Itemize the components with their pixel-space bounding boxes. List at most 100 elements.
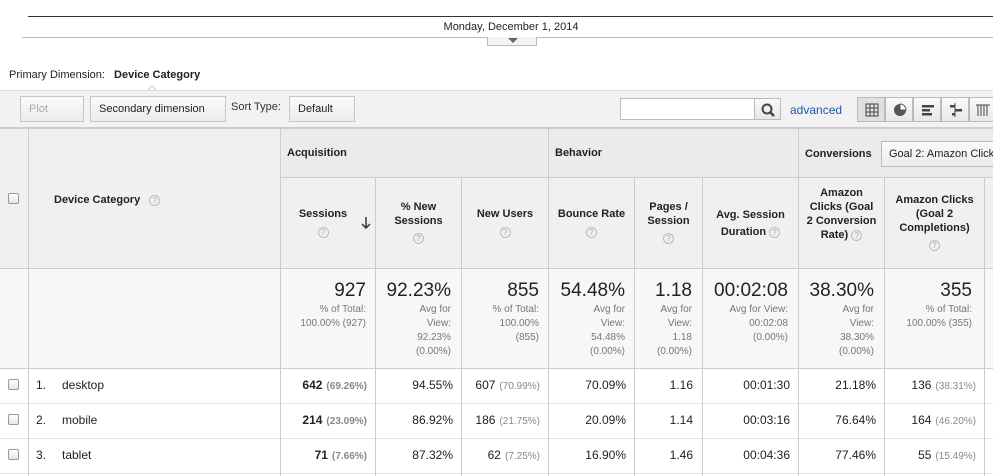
total-conv-rate-sub: Avg for View: 38.30% (0.00%): [799, 303, 874, 359]
cell-value: 164: [911, 413, 932, 427]
help-icon[interactable]: ?: [929, 239, 940, 251]
row-dimension-value[interactable]: mobile: [62, 413, 98, 427]
dimension-header-label: Device Category: [54, 194, 141, 206]
cell-value: 87.32%: [412, 448, 453, 462]
comparison-view-button[interactable]: [941, 97, 969, 122]
col-new-users[interactable]: New Users ?: [462, 207, 548, 239]
row-cell-pages-session: 1.46: [635, 448, 693, 462]
col-conv-rate-label: Amazon Clicks (Goal 2 Conversion Rate): [806, 187, 877, 241]
total-completions-sub: % of Total: 100.00% (355): [885, 303, 972, 331]
row-dimension-value[interactable]: tablet: [62, 448, 92, 462]
col-pages-session[interactable]: Pages / Session ?: [635, 200, 702, 245]
select-all-checkbox[interactable]: [8, 193, 19, 204]
help-icon[interactable]: ?: [851, 229, 863, 241]
grid-line: [0, 128, 993, 129]
help-icon[interactable]: ?: [769, 226, 781, 238]
help-icon[interactable]: ?: [586, 226, 597, 238]
plot-rows-button[interactable]: Plot Rows: [20, 96, 84, 139]
help-icon[interactable]: ?: [149, 194, 161, 206]
pivot-view-button[interactable]: [969, 97, 993, 122]
goal-selector-dropdown[interactable]: Goal 2: Amazon Clicks: [881, 141, 993, 167]
col-new-users-label: New Users: [476, 208, 534, 220]
total-sub-line: 100.00% (927): [300, 318, 366, 329]
table-view-button[interactable]: [857, 97, 885, 122]
total-sub-line: Avg for: [660, 304, 693, 315]
advanced-filter-link[interactable]: advanced: [790, 103, 843, 117]
cell-value: 136: [911, 378, 932, 392]
row-cell-bounce-rate: 20.09%: [549, 413, 626, 427]
row-cell-pages-session: 1.14: [635, 413, 693, 427]
group-behavior: Behavior: [555, 147, 603, 159]
table-search-input[interactable]: [620, 98, 755, 120]
total-sub-line: View:: [426, 318, 451, 329]
timeline-axis: [28, 16, 993, 17]
timeline-collapse-toggle[interactable]: [487, 37, 537, 46]
total-sub-line: View:: [667, 318, 692, 329]
col-avg-duration[interactable]: Avg. Session Duration ?: [703, 207, 798, 241]
grid-line: [634, 177, 635, 476]
row-cell-new-sessions: 94.55%: [376, 378, 453, 392]
grid-line: [0, 268, 993, 269]
col-sessions-label: Sessions: [298, 208, 348, 220]
grid-line: [0, 473, 993, 474]
cell-value: 76.64%: [835, 413, 876, 427]
total-sub-line: (0.00%): [415, 346, 451, 357]
sort-type-dropdown[interactable]: Default: [289, 96, 355, 136]
sort-descending-icon[interactable]: [360, 216, 372, 230]
pie-view-button[interactable]: [885, 97, 913, 122]
total-bounce-rate: 54.48%: [560, 280, 625, 301]
help-icon[interactable]: ?: [663, 232, 674, 244]
table-view-icon: [865, 103, 879, 117]
total-sub-line: View:: [849, 318, 874, 329]
cell-value: 86.92%: [412, 413, 453, 427]
cell-value: 00:03:16: [743, 413, 790, 427]
grid-line: [0, 368, 993, 369]
search-icon: [761, 103, 775, 117]
total-sub-line: (0.00%): [752, 332, 788, 343]
col-conv-rate[interactable]: Amazon Clicks (Goal 2 Conversion Rate) ?: [799, 186, 884, 242]
row-checkbox[interactable]: [8, 379, 19, 390]
total-pages-session-sub: Avg for View: 1.18 (0.00%): [635, 303, 692, 359]
cell-value: 70.09%: [585, 378, 626, 392]
timeline-date: Monday, December 1, 2014: [443, 21, 579, 33]
grid-line: [0, 438, 993, 439]
row-cell-sessions: 214 (23.09%): [281, 413, 367, 427]
help-icon[interactable]: ?: [499, 226, 511, 238]
total-sessions-sub: % of Total: 100.00% (927): [281, 303, 366, 331]
group-acquisition: Acquisition: [287, 147, 347, 159]
sort-type-label: Sort Type:: [231, 101, 281, 113]
grid-line: [375, 177, 376, 476]
total-new-sessions: 92.23%: [386, 280, 451, 301]
primary-dimension: Primary Dimension: Device Category: [9, 69, 200, 81]
primary-dimension-value[interactable]: Device Category: [114, 69, 201, 81]
col-sessions[interactable]: Sessions ?: [281, 207, 365, 239]
col-completions[interactable]: Amazon Clicks (Goal 2 Completions) ?: [885, 193, 984, 252]
cell-value: 214: [302, 413, 323, 427]
dimension-header[interactable]: Device Category ?: [54, 194, 161, 206]
cell-value: 00:01:30: [743, 378, 790, 392]
col-avg-duration-label: Avg. Session Duration: [716, 209, 785, 238]
grid-line: [280, 177, 993, 178]
cell-value: 607: [475, 378, 496, 392]
row-index: 2.: [36, 413, 47, 427]
col-new-sessions[interactable]: % New Sessions ?: [376, 200, 461, 245]
bar-view-button[interactable]: [913, 97, 941, 122]
grid-line: [702, 177, 703, 476]
row-checkbox[interactable]: [8, 414, 19, 425]
help-icon[interactable]: ?: [413, 232, 424, 244]
search-button[interactable]: [754, 98, 781, 120]
total-sub-line: % of Total:: [319, 304, 366, 315]
total-sub-line: 100.00% (355): [906, 318, 972, 329]
row-checkbox[interactable]: [8, 449, 19, 460]
total-sub-line: Avg for: [593, 304, 626, 315]
cell-value: 00:04:36: [743, 448, 790, 462]
group-header-row: [280, 128, 993, 178]
secondary-dimension-label: Secondary dimension: [99, 103, 205, 115]
row-index: 1.: [36, 378, 47, 392]
total-sub-line: (0.00%): [589, 346, 625, 357]
help-icon[interactable]: ?: [317, 226, 329, 238]
col-bounce-rate[interactable]: Bounce Rate ?: [549, 207, 634, 239]
total-conv-rate: 38.30%: [809, 280, 874, 301]
row-dimension-value[interactable]: desktop: [62, 378, 105, 392]
secondary-dimension-dropdown[interactable]: Secondary dimension: [90, 96, 226, 136]
